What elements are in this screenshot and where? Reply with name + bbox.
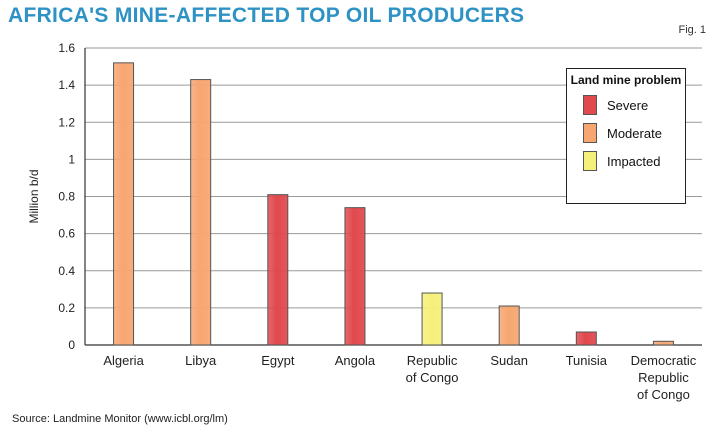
legend: Land mine problem Severe Moderate Impact… [566,68,686,204]
legend-label: Moderate [607,125,662,141]
x-tick-label: of Congo [406,370,459,385]
x-tick-label: Republic [407,353,458,368]
bar-1 [190,79,212,346]
x-tick-label: Republic [638,370,689,385]
legend-label: Impacted [607,153,661,169]
bar-0 [113,62,135,346]
legend-item-severe: Severe [583,94,685,116]
legend-item-moderate: Moderate [583,122,685,144]
x-tick-label: of Congo [637,387,690,402]
bar-2 [267,194,289,346]
y-tick-label: 1 [68,152,75,166]
y-tick-label: 0.4 [58,264,75,278]
x-tick-label: Democratic [631,353,697,368]
chart-title: Africa's mine-affected top oil producers [8,4,525,27]
legend-swatch-severe [583,95,597,115]
figure-number: Fig. 1 [678,24,706,36]
bar-6 [575,331,597,346]
y-tick-label: 1.6 [58,41,75,55]
y-tick-label: 0 [68,338,75,352]
legend-title: Land mine problem [570,73,682,87]
y-tick-label: 1.2 [58,115,75,129]
source-note: Source: Landmine Monitor (www.icbl.org/l… [12,413,228,425]
y-tick-label: 0.2 [58,301,75,315]
bar-4 [421,292,443,346]
y-tick-label: 0.6 [58,227,75,241]
x-tick-label: Angola [335,353,376,368]
y-tick-label: 0.8 [58,190,75,204]
legend-swatch-impacted [583,151,597,171]
x-tick-label: Algeria [103,353,144,368]
x-tick-label: Tunisia [566,353,608,368]
y-axis-label: Million b/d [27,169,41,223]
x-tick-label: Libya [185,353,217,368]
x-tick-label: Sudan [490,353,528,368]
legend-swatch-moderate [583,123,597,143]
y-tick-label: 1.4 [58,78,75,92]
x-tick-label: Egypt [261,353,295,368]
legend-item-impacted: Impacted [583,150,685,172]
bar-3 [344,207,366,346]
bar-7 [652,340,674,346]
bar-5 [498,305,520,346]
legend-label: Severe [607,97,649,113]
